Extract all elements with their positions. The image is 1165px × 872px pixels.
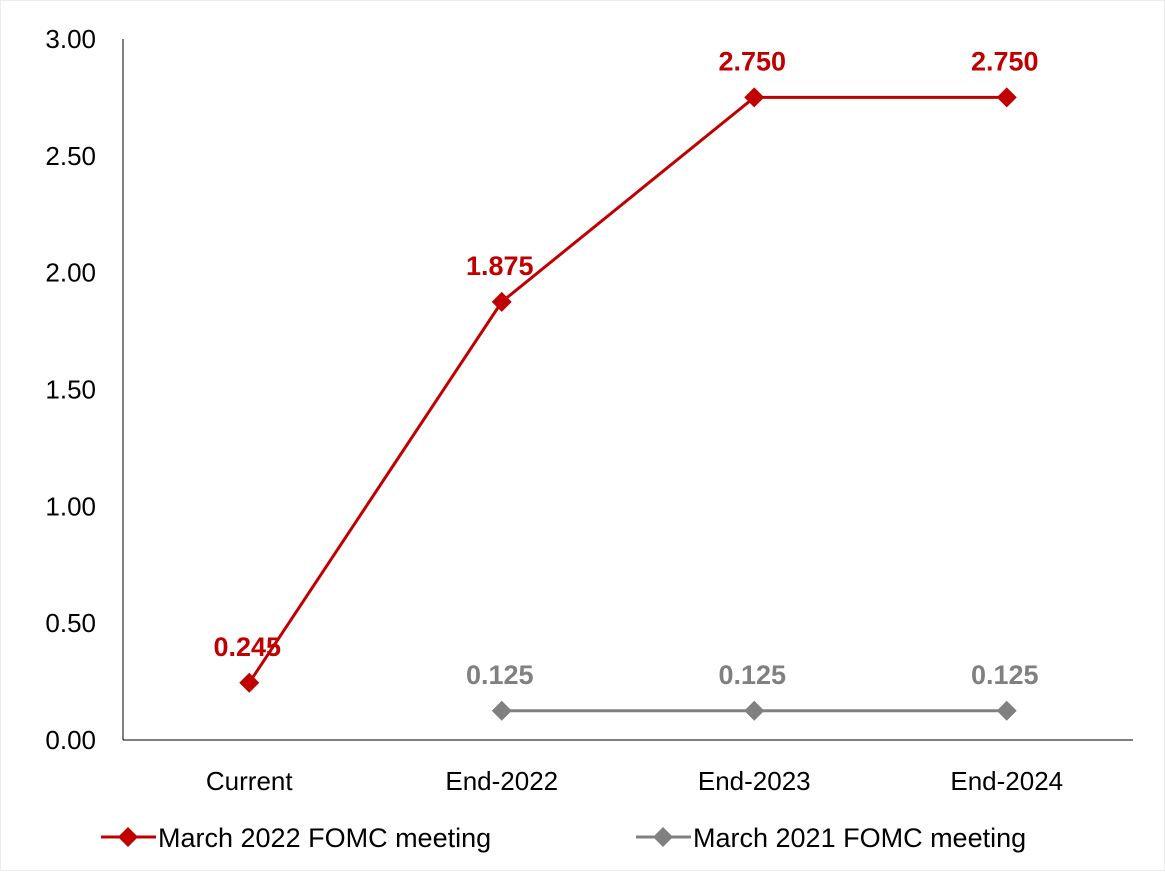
series-march-2022-fomc-meeting: 0.245 1.875 2.750 2.750: [213, 46, 1039, 693]
y-tick-label: 2.50: [45, 141, 96, 171]
y-tick-label: 0.00: [45, 725, 96, 755]
legend-item-march-2022-fomc-meeting: March 2022 FOMC meeting: [101, 823, 491, 853]
data-point-march-2022-fomc-meeting-end-2023: [744, 87, 765, 108]
y-tick-label: 0.50: [45, 608, 96, 638]
data-label-march-2022-fomc-meeting-end-2023: 2.750: [718, 46, 786, 76]
data-label-march-2022-fomc-meeting-current: 0.245: [213, 632, 281, 662]
data-point-march-2022-fomc-meeting-end-2022: [491, 291, 512, 312]
x-tick-label-end-2022: End-2022: [445, 766, 558, 796]
y-tick-label: 3.00: [45, 24, 96, 54]
data-label-march-2022-fomc-meeting-end-2022: 1.875: [466, 251, 534, 281]
data-point-march-2022-fomc-meeting-current: [239, 672, 260, 693]
legend-marker: [118, 827, 138, 847]
data-label-march-2022-fomc-meeting-end-2024: 2.750: [971, 46, 1039, 76]
y-tick-label: 1.50: [45, 375, 96, 405]
data-point-march-2021-fomc-meeting-end-2022: [491, 700, 512, 721]
legend-label: March 2021 FOMC meeting: [693, 823, 1026, 853]
data-label-march-2021-fomc-meeting-end-2022: 0.125: [466, 660, 534, 690]
legend-marker: [653, 827, 673, 847]
y-axis-ticks: 0.00 0.50 1.00 1.50 2.00 2.50 3.00: [45, 24, 96, 755]
data-label-march-2021-fomc-meeting-end-2024: 0.125: [971, 660, 1039, 690]
x-tick-label-end-2023: End-2023: [698, 766, 811, 796]
y-tick-label: 1.00: [45, 491, 96, 521]
series-line-march-2022-fomc-meeting: [247, 95, 1007, 684]
x-tick-label-current: Current: [206, 766, 293, 796]
series-layer: 0.245 1.875 2.750 2.750 0.125 0.125 0.125: [213, 46, 1039, 721]
axes: [122, 39, 1133, 741]
data-point-march-2021-fomc-meeting-end-2024: [996, 700, 1017, 721]
legend-item-march-2021-fomc-meeting: March 2021 FOMC meeting: [636, 823, 1026, 853]
data-point-march-2022-fomc-meeting-end-2024: [996, 87, 1017, 108]
series-march-2021-fomc-meeting: 0.125 0.125 0.125: [466, 660, 1039, 721]
legend: March 2022 FOMC meeting March 2021 FOMC m…: [101, 823, 1026, 853]
legend-label: March 2022 FOMC meeting: [158, 823, 491, 853]
x-tick-label-end-2024: End-2024: [950, 766, 1063, 796]
data-label-march-2021-fomc-meeting-end-2023: 0.125: [718, 660, 786, 690]
y-tick-label: 2.00: [45, 258, 96, 288]
x-axis-ticks: Current End-2022 End-2023 End-2024: [206, 766, 1063, 796]
data-point-march-2021-fomc-meeting-end-2023: [744, 700, 765, 721]
